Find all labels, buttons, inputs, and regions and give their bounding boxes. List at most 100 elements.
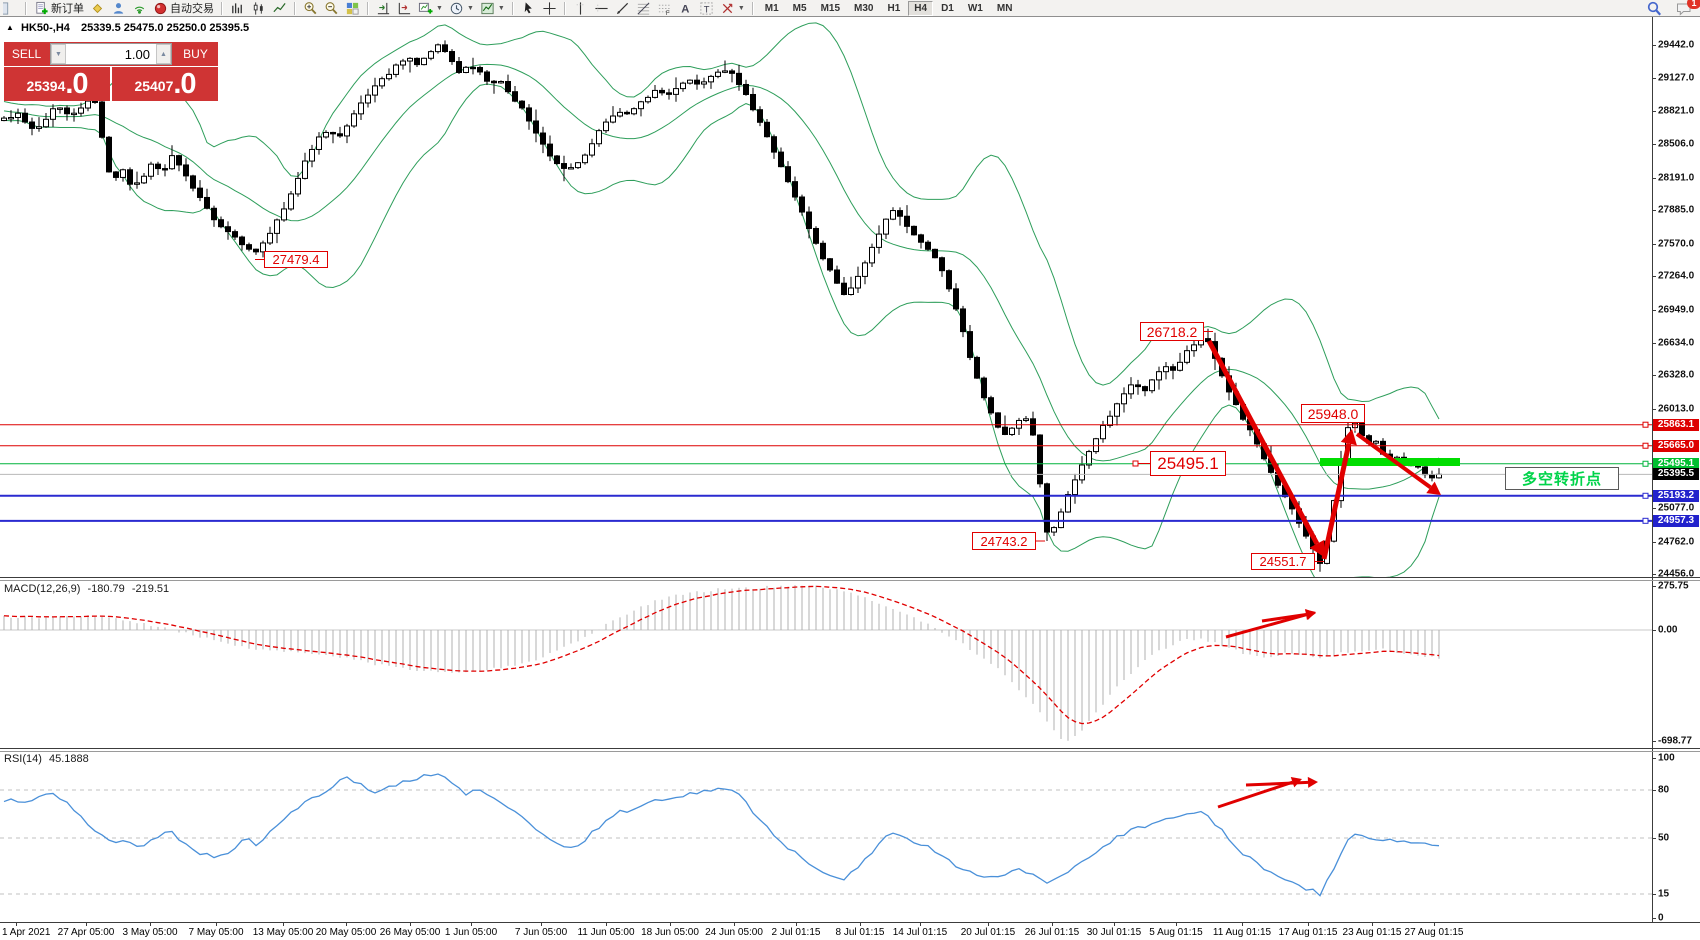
pane-splitter[interactable] <box>0 577 1700 578</box>
window-icon[interactable] <box>1 1 20 16</box>
trend-arrows[interactable] <box>1206 339 1441 560</box>
chart-shift-button[interactable] <box>374 1 393 16</box>
date-tick <box>1372 922 1373 926</box>
signals-button[interactable] <box>130 1 149 16</box>
macd-pane[interactable] <box>0 580 1652 748</box>
accounts-button[interactable] <box>109 1 128 16</box>
price-annotation[interactable]: 27479.4 <box>264 251 328 268</box>
vertical-line-tool-button[interactable] <box>571 1 590 16</box>
bar-chart-button[interactable] <box>228 1 247 16</box>
price-annotation[interactable]: 26718.2 <box>1140 322 1204 341</box>
text-label-tool-button[interactable]: T <box>697 1 716 16</box>
price-tick-label: 24456.0 <box>1658 568 1695 580</box>
timeframe-m1-button[interactable]: M1 <box>764 2 779 14</box>
date-label: 30 Jul 01:15 <box>1086 927 1142 938</box>
toolbar-separator <box>25 1 27 15</box>
timeframe-m30-button[interactable]: M30 <box>854 2 874 14</box>
price-tick-label: 26949.0 <box>1658 304 1695 315</box>
macd-label: MACD(12,26,9) -180.79 -219.51 <box>4 583 170 595</box>
crosshair-tool-button[interactable] <box>540 1 559 16</box>
periods-button[interactable]: ▼ <box>447 1 476 16</box>
horizontal-levels <box>0 421 1652 524</box>
price-annotation[interactable]: 25948.0 <box>1301 404 1365 423</box>
price-badge: 25863.1 <box>1653 418 1699 431</box>
price-tick <box>1652 144 1656 146</box>
date-tick <box>1242 922 1243 926</box>
toolbar-separator <box>751 1 754 15</box>
macd-arrows[interactable] <box>1225 609 1316 639</box>
svg-text:A: A <box>681 3 689 15</box>
date-label: 27 Aug 01:15 <box>1404 927 1464 938</box>
style-tool-button[interactable] <box>88 1 107 16</box>
date-tick <box>410 922 411 926</box>
price-annotation[interactable]: 25495.1 <box>1150 451 1226 476</box>
date-tick <box>16 922 17 926</box>
date-tick <box>346 922 347 926</box>
sell-button[interactable]: SELL <box>11 47 42 61</box>
pane-splitter-2[interactable] <box>0 748 1700 749</box>
rsi-tick <box>1652 918 1656 919</box>
timeframe-mn-button[interactable]: MN <box>996 2 1013 14</box>
macd-signal-line <box>3 585 1440 725</box>
timeframe-d1-button[interactable]: D1 <box>941 2 954 14</box>
rsi-tick-label: 50 <box>1658 832 1670 844</box>
sell-quote[interactable]: 25394 .0 <box>4 67 110 101</box>
cursor-tool-button[interactable] <box>519 1 538 16</box>
timeframe-h4-button[interactable]: H4 <box>908 0 934 16</box>
date-tick <box>1052 922 1053 926</box>
timeframe-m5-button[interactable]: M5 <box>792 2 807 14</box>
new-order-button-label: 新订单 <box>51 3 84 15</box>
tile-windows-button[interactable] <box>343 1 362 16</box>
timeframe-w1-button[interactable]: W1 <box>967 2 983 14</box>
date-tick <box>283 922 284 926</box>
svg-text:F: F <box>666 10 670 16</box>
chat-icon[interactable]: 1 <box>1674 0 1700 16</box>
highlight-bar[interactable] <box>1320 458 1460 466</box>
channel-tool-button[interactable]: F <box>655 1 674 16</box>
price-tick <box>1652 574 1656 575</box>
volume-increase-button[interactable]: ▲ <box>156 44 171 64</box>
pane-splitter-2-shadow <box>0 751 1700 752</box>
note-text-box[interactable]: 多空转折点 <box>1505 467 1619 490</box>
trendline-tool-button[interactable] <box>613 1 632 16</box>
autotrading-button[interactable]: 自动交易 <box>151 1 216 16</box>
buy-button[interactable]: BUY <box>183 47 208 61</box>
date-tick <box>471 922 472 926</box>
rsi-label: RSI(14) 45.1888 <box>4 753 89 765</box>
price-tick <box>1652 342 1656 344</box>
fibonacci-tool-button[interactable] <box>634 1 653 16</box>
new-order-button[interactable]: 新订单 <box>32 1 86 16</box>
line-chart-button[interactable] <box>270 1 289 16</box>
horizontal-line-tool-button[interactable] <box>592 1 611 16</box>
volume-decrease-button[interactable]: ▼ <box>51 44 66 64</box>
templates-button[interactable]: ▼ <box>478 1 507 16</box>
date-label: 1 Apr 2021 <box>2 927 51 938</box>
price-annotation[interactable]: 24743.2 <box>972 532 1036 550</box>
date-tick <box>860 922 861 926</box>
collapse-marker-icon[interactable]: ▲ <box>6 23 14 32</box>
date-label: 11 Aug 01:15 <box>1212 927 1272 938</box>
zoom-in-button[interactable] <box>301 1 320 16</box>
search-icon[interactable] <box>1644 1 1664 16</box>
timeframe-h1-button[interactable]: H1 <box>887 2 901 14</box>
arrows-tool-button[interactable]: ▼ <box>718 1 747 16</box>
sell-price-int: 25394 <box>26 78 66 94</box>
price-annotation[interactable]: 24551.7 <box>1251 553 1315 570</box>
text-tool-button[interactable]: A <box>676 1 695 16</box>
rsi-pane[interactable] <box>0 750 1652 922</box>
rsi-arrows[interactable] <box>1217 776 1318 809</box>
zoom-out-button[interactable] <box>322 1 341 16</box>
main-chart-pane[interactable] <box>0 17 1652 578</box>
new-chart-button[interactable]: ▼ <box>416 1 445 16</box>
price-tick <box>1652 375 1656 377</box>
auto-scroll-button[interactable] <box>395 1 414 16</box>
volume-field: ▼ 1.00 ▲ <box>50 43 172 65</box>
price-tick <box>1652 177 1656 179</box>
timeframe-m15-button[interactable]: M15 <box>820 2 841 14</box>
candlestick-chart-button[interactable] <box>249 1 268 16</box>
buy-quote[interactable]: 25407 .0 <box>112 67 218 101</box>
rsi-line <box>3 773 1440 897</box>
volume-value[interactable]: 1.00 <box>124 46 150 62</box>
pane-splitter-shadow <box>0 580 1700 581</box>
rsi-tick <box>1652 838 1656 839</box>
